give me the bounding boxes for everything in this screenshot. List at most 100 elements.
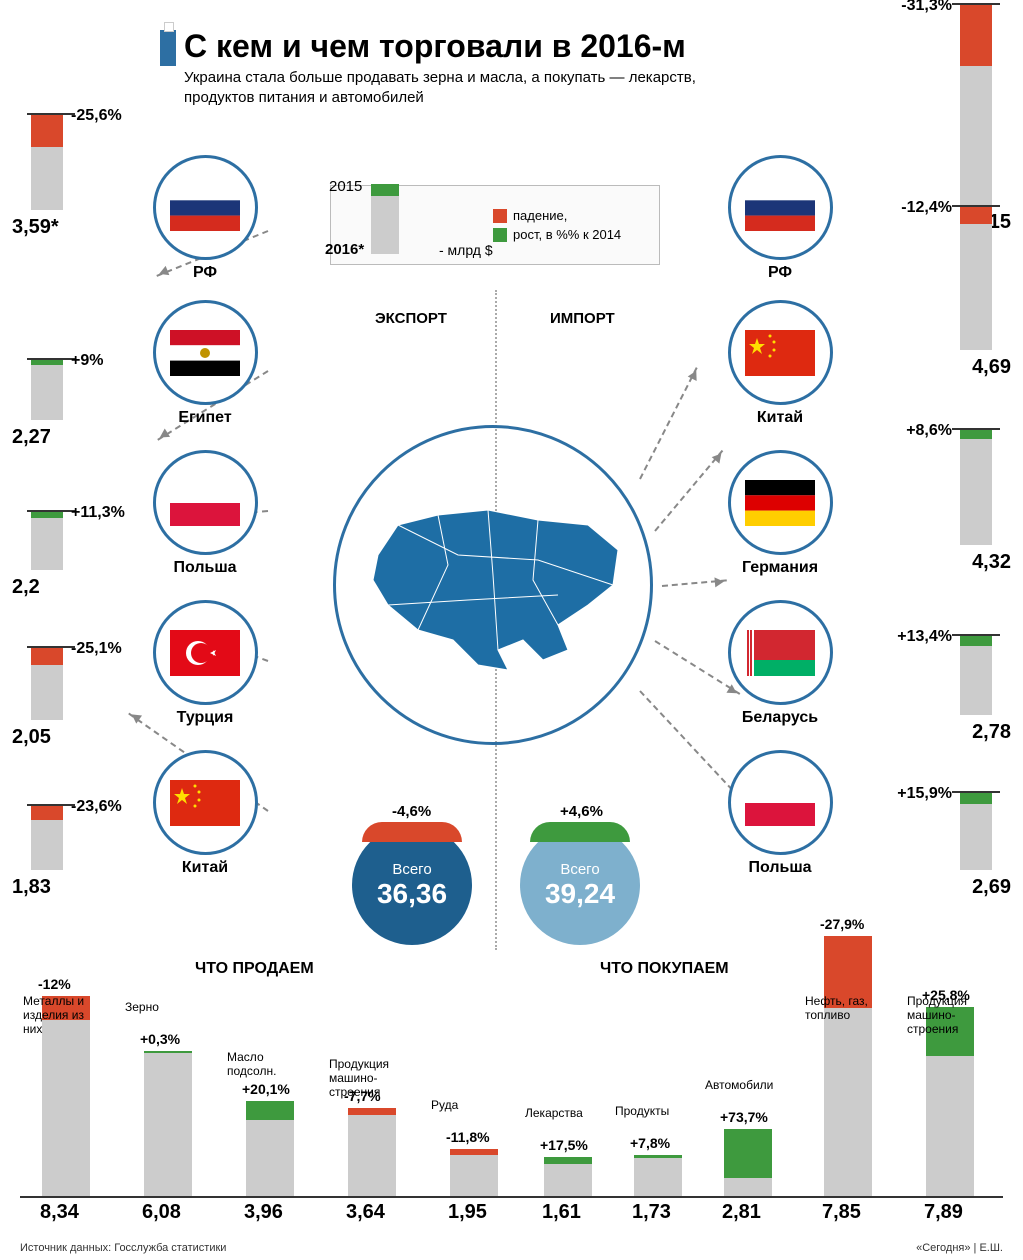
- footer-credit: «Сегодня» | Е.Ш.: [916, 1242, 1003, 1254]
- export-bar-3: -25,1% 2,05: [12, 648, 82, 749]
- total-import-arc-icon: [530, 822, 630, 842]
- country-germany: Германия: [720, 450, 840, 577]
- product-pct: -12%: [38, 976, 71, 992]
- arrow-line: [639, 367, 698, 479]
- sell-title: ЧТО ПРОДАЕМ: [195, 960, 314, 978]
- product-value: 6,08: [142, 1201, 181, 1224]
- page-subtitle: Украина стала больше продавать зерна и м…: [184, 68, 704, 107]
- product-bar: [450, 1149, 498, 1196]
- legend-box: 2015 2016* - млрд $ падение, рост, в %% …: [330, 185, 660, 265]
- country-name: Китай: [145, 859, 265, 877]
- buy-title: ЧТО ПОКУПАЕМ: [600, 960, 729, 978]
- country-name: Польша: [720, 859, 840, 877]
- product-label: Металлы и изделия из них: [23, 995, 103, 1036]
- product-pct: +73,7%: [720, 1109, 768, 1125]
- product-value: 3,96: [244, 1201, 283, 1224]
- product-pct: -11,8%: [446, 1129, 490, 1145]
- product-pct: +7,8%: [630, 1135, 670, 1151]
- product-pct: +0,3%: [140, 1031, 180, 1047]
- country-egypt: Египет: [145, 300, 265, 427]
- country-name: Китай: [720, 409, 840, 427]
- product-bar: [824, 936, 872, 1196]
- country-poland: Польша: [145, 450, 265, 577]
- legend-fall-icon: [493, 209, 507, 223]
- product-label: Лекарства: [525, 1107, 605, 1121]
- product-label: Продукция машино-строения: [329, 1058, 409, 1099]
- product-bar: [144, 1051, 192, 1196]
- page-title: С кем и чем торговали в 2016-м: [184, 30, 704, 62]
- country-poland: Польша: [720, 750, 840, 877]
- header: С кем и чем торговали в 2016-м Украина с…: [160, 30, 1003, 107]
- product-value: 1,95: [448, 1201, 487, 1224]
- export-bar-4: -23,6% 1,83: [12, 806, 82, 899]
- total-export-arc-icon: [362, 822, 462, 842]
- product-label: Масло подсолн.: [227, 1051, 307, 1079]
- total-export-circle: -4,6% Всего 36,36: [352, 825, 472, 945]
- legend-year-2015: 2015: [329, 178, 362, 195]
- country-turkey: Турция: [145, 600, 265, 727]
- export-bar-0: -25,6% 3,59*: [12, 115, 82, 239]
- country-name: Польша: [145, 559, 265, 577]
- product-value: 7,85: [822, 1201, 861, 1224]
- country-china: Китай: [145, 750, 265, 877]
- product-bar: [348, 1108, 396, 1196]
- product-value: 7,89: [924, 1201, 963, 1224]
- title-accent-bar: [160, 30, 176, 66]
- country-belarus: Беларусь: [720, 600, 840, 727]
- product-label: Зерно: [125, 1001, 205, 1015]
- country-china: Китай: [720, 300, 840, 427]
- product-bar: [246, 1101, 294, 1196]
- legend-year-2016: 2016*: [325, 241, 364, 258]
- product-bar: [634, 1155, 682, 1196]
- legend-rise-label: рост, в %% к 2014: [513, 227, 621, 242]
- country-name: РФ: [145, 264, 265, 282]
- product-label: Нефть, газ, топливо: [805, 995, 885, 1023]
- product-value: 1,61: [542, 1201, 581, 1224]
- import-bar-3: +13,4% 2,78: [941, 636, 1011, 744]
- legend-rise-icon: [493, 228, 507, 242]
- total-import-value: 39,24: [545, 878, 615, 910]
- ukraine-map-icon: [358, 495, 628, 675]
- import-label: ИМПОРТ: [550, 310, 615, 327]
- country-name: Германия: [720, 559, 840, 577]
- products-section: ЧТО ПРОДАЕМ ЧТО ПОКУПАЕМ -12% Металлы и …: [20, 960, 1003, 1230]
- export-bar-1: +9% 2,27: [12, 360, 82, 449]
- total-export-pct: -4,6%: [392, 803, 431, 820]
- import-bar-2: +8,6% 4,32: [941, 430, 1011, 574]
- footer: Источник данных: Госслужба статистики «С…: [20, 1242, 1003, 1254]
- country-name: Турция: [145, 709, 265, 727]
- import-bar-1: -12,4% 4,69: [941, 207, 1011, 379]
- country-russia: РФ: [145, 155, 265, 282]
- total-import-label: Всего: [560, 861, 599, 878]
- footer-source: Источник данных: Госслужба статистики: [20, 1242, 226, 1254]
- product-label: Продукты: [615, 1105, 695, 1119]
- product-pct: -27,9%: [820, 916, 864, 932]
- total-import-circle: +4,6% Всего 39,24: [520, 825, 640, 945]
- product-label: Продукция машино-строения: [907, 995, 987, 1036]
- country-name: РФ: [720, 264, 840, 282]
- total-export-value: 36,36: [377, 878, 447, 910]
- product-value: 8,34: [40, 1201, 79, 1224]
- product-label: Руда: [431, 1099, 511, 1113]
- product-pct: +20,1%: [242, 1081, 290, 1097]
- country-name: Египет: [145, 409, 265, 427]
- product-bar: [724, 1129, 772, 1196]
- product-bar: [544, 1157, 592, 1196]
- product-value: 2,81: [722, 1201, 761, 1224]
- country-name: Беларусь: [720, 709, 840, 727]
- arrow-line: [654, 450, 723, 532]
- export-bar-2: +11,3% 2,2: [12, 512, 82, 599]
- product-value: 3,64: [346, 1201, 385, 1224]
- legend-note: - млрд $: [439, 242, 493, 258]
- products-baseline: [20, 1196, 1003, 1198]
- ukraine-map-circle: [333, 425, 653, 745]
- country-russia: РФ: [720, 155, 840, 282]
- arrow-line: [662, 579, 727, 587]
- product-value: 1,73: [632, 1201, 671, 1224]
- export-label: ЭКСПОРТ: [375, 310, 447, 327]
- legend-fall-label: падение,: [513, 208, 567, 223]
- total-import-pct: +4,6%: [560, 803, 603, 820]
- product-pct: +17,5%: [540, 1137, 588, 1153]
- total-export-label: Всего: [392, 861, 431, 878]
- product-label: Автомобили: [705, 1079, 785, 1093]
